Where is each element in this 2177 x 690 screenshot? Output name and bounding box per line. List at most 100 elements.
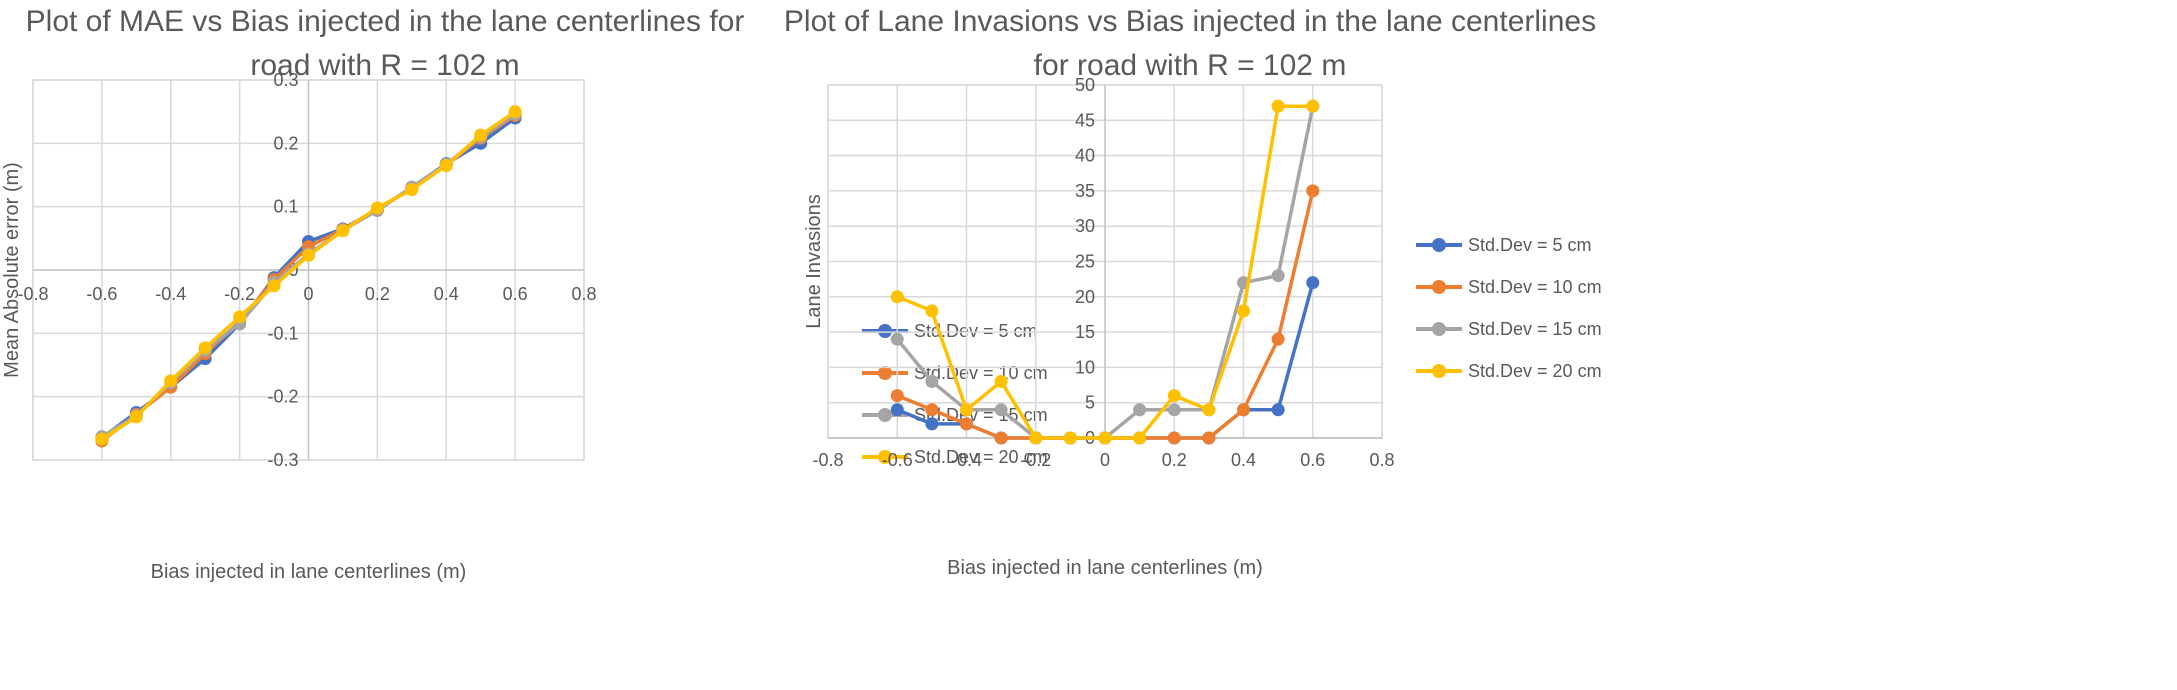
legend-label: Std.Dev = 10 cm [1468,276,1602,297]
data-point [994,375,1008,389]
x-tick-label: 0.4 [434,284,459,304]
x-tick-label: -0.6 [882,450,913,470]
data-point [1306,276,1320,290]
x-tick-label: 0.8 [1369,450,1394,470]
data-point [1167,431,1181,445]
y-tick-label: 0.3 [273,70,298,90]
mae-chart: Plot of MAE vs Bias injected in the lane… [0,0,1088,690]
data-point [925,375,939,389]
data-point [1237,403,1250,417]
data-point [1098,431,1112,445]
x-tick-label: 0.6 [1300,450,1325,470]
data-point [439,159,453,172]
legend-marker-icon [862,324,908,338]
data-point [1029,431,1043,445]
y-tick-label: 30 [1075,216,1095,236]
data-point [336,224,350,238]
data-point [474,128,488,142]
lane-invasions-chart-plot: -0.8 -0.6 -0.4 -0.2 0 0.2 0.4 0.6 0.8 50 45 40 35 30 2… [803,75,1395,579]
data-point [233,310,247,324]
data-point [960,403,973,417]
legend-marker-icon [1416,238,1462,252]
chart-legend: Std.Dev = 5 cm Std.Dev = 10 cm Std.Dev = 1… [1416,224,1602,392]
data-point [994,403,1008,417]
data-point [1133,431,1147,445]
y-tick-label: -0.2 [267,387,298,407]
data-point [405,183,419,197]
data-point [925,417,939,431]
y-axis-title: Mean Absolute error (m) [1,162,23,378]
y-tick-label: 5 [1085,393,1095,413]
data-point [890,403,904,417]
data-point [960,417,973,431]
legend-label: Std.Dev = 20 cm [1468,360,1602,381]
legend-label: Std.Dev = 5 cm [1468,234,1592,255]
y-tick-label: 40 [1075,146,1095,166]
lane-invasions-chart: Plot of Lane Invasions vs Bias injected … [780,0,2177,690]
x-tick-label: 0.8 [571,284,596,304]
x-tick-label: -0.8 [17,284,48,304]
x-tick-label: -0.2 [224,284,255,304]
x-tick-label: -0.2 [1020,450,1051,470]
chart-title: Plot of Lane Invasions vs Bias injected … [783,5,1597,82]
y-tick-label: 0.1 [273,197,298,217]
mae-chart-plot: -0.8 -0.6 -0.4 -0.2 0 0.2 0.4 0.6 0.80.30.20.10-… [1,70,597,583]
legend-label: Std.Dev = 15 cm [1468,318,1602,339]
x-tick-label: -0.4 [951,450,982,470]
data-point [1202,403,1216,417]
x-axis-title: Bias injected in lane centerlines (m) [947,557,1263,579]
legend-marker-icon [862,366,908,380]
series-4 [890,99,1320,445]
legend-item: Std.Dev = 10 cm [1416,266,1602,308]
y-tick-label: 45 [1075,110,1095,130]
legend-marker-icon [862,408,908,422]
data-point [164,374,178,388]
data-point [1167,403,1181,417]
data-point [370,201,384,215]
legend-marker-icon [862,450,908,464]
data-point [1271,99,1285,113]
data-point [890,290,904,304]
data-point [890,332,904,346]
x-tick-label: 0.4 [1231,450,1256,470]
x-tick-label: 0.2 [365,284,390,304]
data-point [1133,403,1147,417]
y-tick-label: 50 [1075,75,1095,95]
data-point [508,105,522,119]
legend-item: Std.Dev = 5 cm [1416,224,1602,266]
data-point [1306,99,1320,113]
y-tick-label: -0.3 [267,450,298,470]
data-point [1271,403,1285,417]
legend-item: Std.Dev = 20 cm [1416,350,1602,392]
x-tick-label: -0.4 [155,284,186,304]
data-point [1167,389,1181,403]
x-tick-label: 0.2 [1162,450,1187,470]
y-axis-title: Lane Invasions [803,194,825,329]
data-point [198,341,212,355]
data-point [1271,269,1285,283]
x-axis-title: Bias injected in lane centerlines (m) [151,561,467,583]
x-tick-label: 0.6 [503,284,528,304]
data-point [1202,431,1216,445]
y-tick-label: 35 [1075,181,1095,201]
legend-marker-icon [1416,364,1462,378]
data-point [1063,431,1077,445]
x-tick-label: -0.8 [812,450,843,470]
x-tick-label: -0.6 [86,284,117,304]
x-tick-label: 0 [303,284,313,304]
data-point [1306,184,1320,198]
data-point [925,403,939,417]
y-tick-label: 25 [1075,252,1095,272]
chart-title: Plot of MAE vs Bias injected in the lane… [25,5,745,82]
data-point [129,410,143,424]
y-tick-label: 0.2 [273,133,298,153]
data-point [994,431,1008,445]
y-tick-label: 10 [1075,357,1095,377]
y-tick-label: 15 [1075,322,1095,342]
series-4 [95,105,522,446]
legend-item: Std.Dev = 15 cm [1416,308,1602,350]
data-point [267,279,281,293]
y-tick-label: 20 [1075,287,1095,307]
legend-label: Std.Dev = 20 cm [914,446,1048,467]
data-point [1271,332,1285,346]
